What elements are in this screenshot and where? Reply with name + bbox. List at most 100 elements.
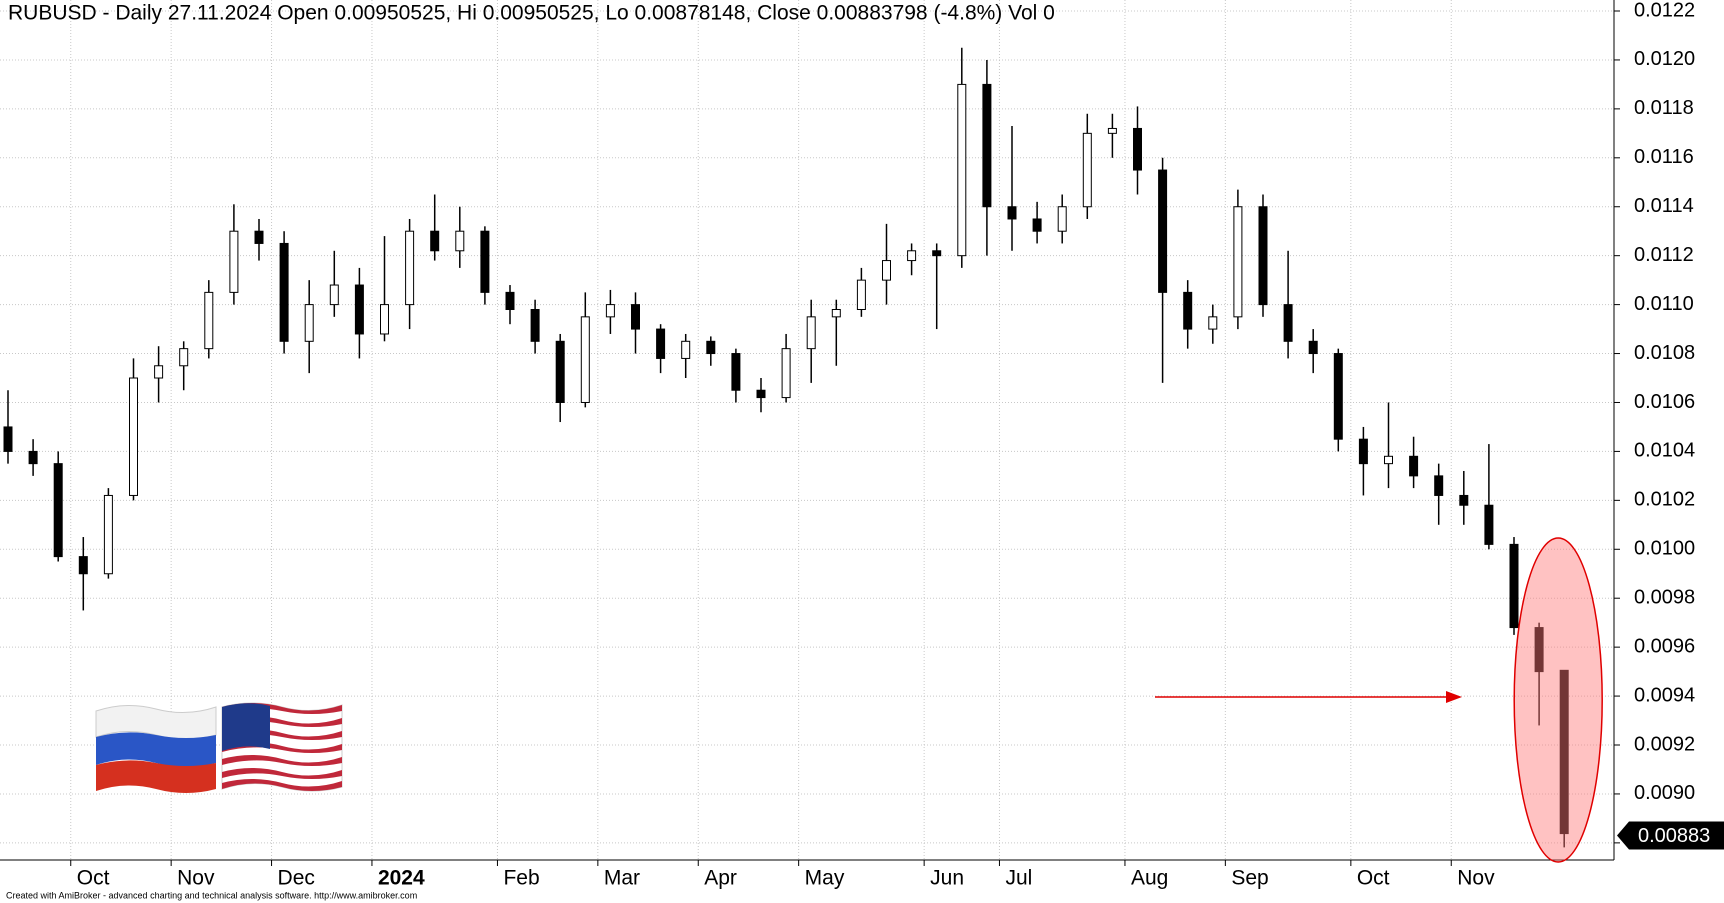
candle-body bbox=[806, 316, 816, 350]
candle-body bbox=[1459, 494, 1469, 506]
y-tick-label: 0.0102 bbox=[1634, 489, 1695, 511]
x-tick-label: Aug bbox=[1131, 867, 1168, 890]
candle-body bbox=[204, 291, 214, 350]
y-tick-label: 0.0118 bbox=[1634, 97, 1694, 119]
candle-body bbox=[856, 279, 866, 311]
candle-body bbox=[103, 494, 113, 575]
candle-body bbox=[254, 230, 264, 244]
candle-body bbox=[756, 389, 766, 399]
candle-body bbox=[405, 230, 415, 306]
y-tick-label: 0.0112 bbox=[1634, 244, 1694, 266]
candle-body bbox=[1534, 627, 1544, 673]
candle-body bbox=[1057, 206, 1067, 232]
y-tick-label: 0.0110 bbox=[1634, 293, 1694, 315]
candle-body bbox=[304, 304, 314, 342]
x-tick-label: Sep bbox=[1231, 867, 1268, 890]
candle-body bbox=[631, 304, 640, 330]
last-price-box bbox=[1617, 821, 1724, 850]
x-tick-label: Feb bbox=[503, 867, 539, 890]
candle-body bbox=[380, 304, 389, 335]
y-tick-label: 0.0116 bbox=[1634, 146, 1694, 168]
candle-body bbox=[28, 450, 38, 465]
candle-body bbox=[681, 340, 691, 359]
x-tick-label: Nov bbox=[177, 867, 215, 890]
footer: Created with AmiBroker - advanced charti… bbox=[6, 890, 417, 900]
y-tick-label: 0.0114 bbox=[1634, 195, 1694, 217]
candle-body bbox=[1007, 206, 1017, 220]
flag-russia bbox=[95, 705, 217, 793]
grid-layer bbox=[0, 0, 1614, 860]
candle-body bbox=[179, 348, 189, 367]
y-tick-label: 0.0104 bbox=[1634, 440, 1695, 462]
y-tick-label: 0.0120 bbox=[1634, 48, 1695, 70]
candle-body bbox=[1233, 206, 1243, 318]
candle-body bbox=[78, 556, 88, 575]
candle-body bbox=[455, 230, 465, 252]
y-tick-label: 0.0100 bbox=[1634, 538, 1695, 560]
candle-body bbox=[580, 316, 590, 403]
x-tick-label: Dec bbox=[278, 867, 315, 890]
x-tick-label: Jul bbox=[1005, 867, 1032, 890]
candles-layer bbox=[3, 47, 1569, 848]
candle-body bbox=[1559, 669, 1569, 835]
candle-body bbox=[1509, 543, 1519, 629]
candle-body bbox=[706, 340, 716, 355]
candle-body bbox=[1258, 206, 1268, 306]
candle-body bbox=[129, 377, 138, 496]
x-tick-label: Nov bbox=[1457, 867, 1495, 890]
candle-body bbox=[279, 242, 289, 342]
candle-body bbox=[1308, 340, 1318, 355]
candle-body bbox=[1107, 127, 1117, 134]
candle-body bbox=[229, 230, 239, 293]
candle-body bbox=[480, 230, 490, 293]
candle-body bbox=[505, 291, 515, 311]
last-price-label: 0.00883 bbox=[1638, 825, 1710, 847]
candle-body bbox=[1032, 218, 1042, 232]
candle-body bbox=[329, 284, 339, 306]
candle-body bbox=[656, 328, 666, 359]
y-tick-label: 0.0098 bbox=[1634, 586, 1695, 608]
y-tick-label: 0.0094 bbox=[1634, 684, 1695, 706]
y-tick-label: 0.0096 bbox=[1634, 635, 1695, 657]
annotation-arrowhead bbox=[1446, 691, 1462, 703]
candle-body bbox=[1283, 304, 1293, 342]
candle-body bbox=[1384, 455, 1393, 465]
candle-body bbox=[605, 304, 615, 318]
x-tick-label: Apr bbox=[704, 867, 737, 890]
candle-body bbox=[1333, 353, 1343, 440]
y-tick-label: 0.0122 bbox=[1634, 0, 1695, 21]
candle-body bbox=[1208, 316, 1218, 330]
candle-body bbox=[731, 353, 741, 391]
candle-body bbox=[831, 309, 841, 318]
candle-body bbox=[555, 340, 565, 403]
y-tick-label: 0.0090 bbox=[1634, 782, 1695, 804]
candle-body bbox=[53, 463, 63, 558]
candle-body bbox=[907, 250, 917, 262]
highlight-ellipse bbox=[1513, 537, 1603, 863]
candle-body bbox=[882, 260, 891, 281]
candle-body bbox=[530, 309, 540, 342]
x-tick-label: Jun bbox=[930, 867, 964, 890]
x-tick-label: 2024 bbox=[378, 867, 425, 890]
candle-body bbox=[1133, 127, 1142, 171]
candle-body bbox=[1434, 475, 1444, 496]
candle-body bbox=[1409, 455, 1419, 477]
flag-usa bbox=[221, 702, 343, 792]
x-tick-label: May bbox=[805, 867, 845, 890]
candle-body bbox=[3, 426, 13, 452]
candle-body bbox=[1082, 132, 1092, 208]
candle-body bbox=[154, 365, 164, 379]
x-tick-label: Oct bbox=[77, 867, 110, 890]
y-tick-label: 0.0092 bbox=[1634, 733, 1695, 755]
candle-body bbox=[1484, 504, 1494, 545]
candle-body bbox=[932, 250, 942, 257]
candle-body bbox=[982, 83, 992, 208]
candle-body bbox=[430, 230, 440, 252]
x-tick-label: Mar bbox=[604, 867, 640, 890]
x-tick-label: Oct bbox=[1357, 867, 1390, 890]
y-tick-label: 0.0108 bbox=[1634, 342, 1695, 364]
candle-body bbox=[1158, 169, 1168, 293]
candle-body bbox=[781, 348, 791, 399]
candle-body bbox=[957, 83, 967, 257]
